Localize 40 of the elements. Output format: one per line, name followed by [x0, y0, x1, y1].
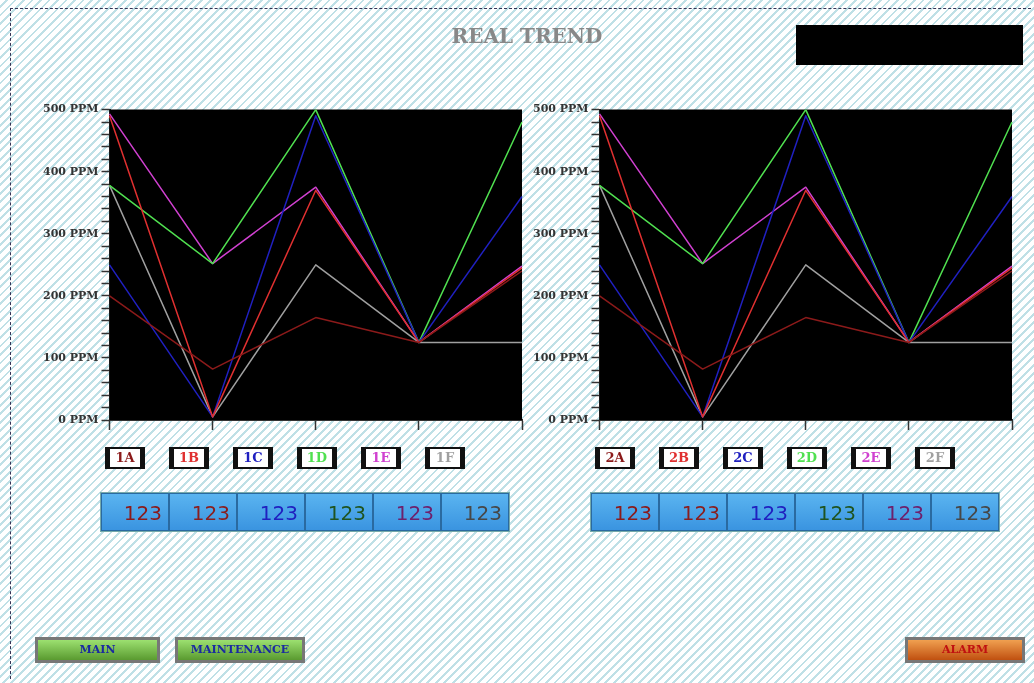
text: 123: [101, 493, 169, 531]
text: REAL TREND: [450, 24, 604, 48]
text: 123: [931, 493, 999, 531]
text: 2F: [915, 447, 955, 469]
text: 123: [863, 493, 931, 531]
text: 1F: [425, 447, 465, 469]
y-tick-label: 400 PPM: [42, 164, 99, 178]
text: 2D: [787, 447, 827, 469]
text: 123: [727, 493, 795, 531]
text: 2E: [851, 447, 891, 469]
y-tick-label: 200 PPM: [532, 288, 589, 302]
text: 123: [305, 493, 373, 531]
text: MAINTENANCE: [175, 637, 305, 663]
text: 2A: [595, 447, 635, 469]
y-tick-label: 500 PPM: [532, 102, 589, 116]
text: 1A: [105, 447, 145, 469]
text: 2B: [659, 447, 699, 469]
text: ALARM: [905, 637, 1025, 663]
y-tick-label: 300 PPM: [532, 226, 589, 240]
y-tick-label: 100 PPM: [532, 350, 589, 364]
y-tick-label: 300 PPM: [42, 226, 99, 240]
text: 1D: [297, 447, 337, 469]
y-tick-label: 200 PPM: [42, 288, 99, 302]
text: 123: [591, 493, 659, 531]
text: 1E: [361, 447, 401, 469]
text: MAIN: [35, 637, 160, 663]
y-tick-label: 500 PPM: [42, 102, 99, 116]
y-tick-label: 100 PPM: [42, 350, 99, 364]
text: 123: [441, 493, 509, 531]
text: 2C: [723, 447, 763, 469]
text: 123: [373, 493, 441, 531]
y-tick-label: 400 PPM: [532, 164, 589, 178]
text: 123: [237, 493, 305, 531]
y-tick-label: 0 PPM: [548, 412, 589, 426]
text: 123: [659, 493, 727, 531]
y-tick-label: 0 PPM: [58, 412, 99, 426]
text: 123: [169, 493, 237, 531]
text: 1B: [169, 447, 209, 469]
text: 1C: [233, 447, 273, 469]
text: 123: [795, 493, 863, 531]
